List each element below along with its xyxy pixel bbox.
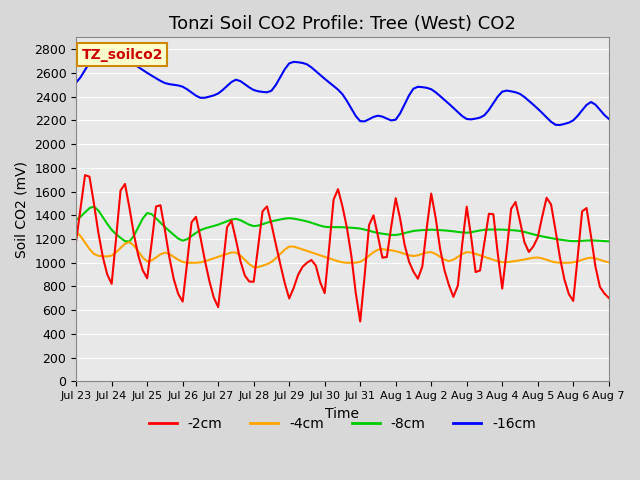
-8cm — [308, 220, 316, 226]
-8cm — [605, 239, 612, 244]
-4cm — [410, 253, 417, 259]
-4cm — [254, 264, 262, 270]
-16cm — [436, 93, 444, 99]
-2cm — [303, 260, 311, 265]
-4cm — [72, 228, 80, 234]
-2cm — [130, 231, 138, 237]
-8cm — [414, 228, 422, 233]
-2cm — [605, 295, 612, 300]
-2cm — [441, 267, 449, 273]
-4cm — [436, 254, 444, 260]
-4cm — [574, 258, 582, 264]
-2cm — [201, 257, 209, 263]
Legend: -2cm, -4cm, -8cm, -16cm: -2cm, -4cm, -8cm, -16cm — [143, 411, 541, 436]
-8cm — [125, 239, 133, 244]
Line: -8cm: -8cm — [76, 206, 609, 241]
-8cm — [90, 204, 98, 209]
-2cm — [81, 172, 89, 178]
-8cm — [441, 228, 449, 233]
-4cm — [196, 260, 204, 265]
-16cm — [201, 95, 209, 101]
-8cm — [72, 217, 80, 223]
-4cm — [125, 239, 133, 245]
-8cm — [579, 238, 586, 244]
-16cm — [108, 48, 115, 54]
-4cm — [303, 248, 311, 254]
X-axis label: Time: Time — [326, 407, 360, 420]
-2cm — [579, 208, 586, 214]
-2cm — [72, 238, 80, 244]
-8cm — [134, 224, 142, 230]
-16cm — [410, 86, 417, 92]
-16cm — [303, 61, 311, 67]
-16cm — [130, 61, 138, 67]
Line: -2cm: -2cm — [76, 175, 609, 322]
-16cm — [605, 116, 612, 122]
-2cm — [356, 319, 364, 324]
Text: TZ_soilco2: TZ_soilco2 — [81, 48, 163, 61]
Y-axis label: Soil CO2 (mV): Soil CO2 (mV) — [15, 161, 29, 258]
-16cm — [72, 80, 80, 85]
-16cm — [556, 122, 564, 128]
-16cm — [579, 108, 586, 113]
Title: Tonzi Soil CO2 Profile: Tree (West) CO2: Tonzi Soil CO2 Profile: Tree (West) CO2 — [169, 15, 516, 33]
-8cm — [205, 224, 213, 230]
-2cm — [414, 276, 422, 282]
Line: -4cm: -4cm — [76, 231, 609, 267]
Line: -16cm: -16cm — [76, 51, 609, 125]
-4cm — [605, 260, 612, 265]
